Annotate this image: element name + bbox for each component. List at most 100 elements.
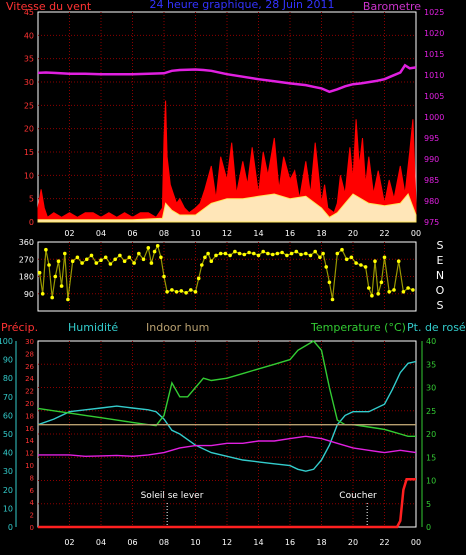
tick-label-dir: 360: [19, 238, 34, 247]
direction-point: [159, 255, 163, 260]
precip-label: Précip.: [1, 321, 38, 334]
direction-point: [275, 251, 280, 256]
direction-point: [401, 290, 406, 294]
indoor-hum-label: Indoor hum: [146, 321, 209, 334]
tick-label-wind: 30: [24, 78, 34, 87]
tick-label-wind: 5: [29, 195, 34, 204]
tick-label-temp: 25: [426, 407, 436, 416]
direction-point: [330, 297, 335, 302]
tick-label-precip: 30: [25, 338, 34, 346]
direction-point: [411, 288, 415, 292]
direction-point: [137, 251, 141, 256]
tick-label-hour: 00: [411, 229, 421, 238]
direction-point: [359, 263, 363, 267]
tick-label-humidity: 40: [3, 449, 13, 458]
tick-label-precip: 14: [25, 437, 34, 445]
tick-label-hour: 10: [190, 538, 200, 547]
tick-label-humidity: 100: [0, 337, 13, 346]
direction-point: [299, 252, 303, 257]
direction-point: [44, 247, 48, 252]
direction-point: [367, 286, 371, 290]
tick-label-temp: 20: [426, 430, 436, 439]
direction-point: [152, 249, 157, 254]
dew-point-label: Pt. de rosée: [407, 321, 466, 334]
tick-label-baro: 1010: [424, 71, 444, 80]
direction-point: [149, 261, 154, 265]
direction-point: [141, 257, 146, 262]
direction-point: [122, 259, 127, 264]
tick-label-precip: 6: [30, 487, 35, 495]
tick-label-humidity: 50: [3, 430, 13, 439]
direction-point: [289, 251, 294, 256]
dew-point-line: [38, 435, 417, 458]
tick-label-baro: 1025: [424, 8, 444, 17]
direction-point: [89, 253, 94, 258]
direction-point: [108, 262, 113, 266]
tick-label-precip: 12: [25, 450, 34, 458]
tick-label-dir: 90: [24, 290, 34, 299]
direction-point: [335, 251, 340, 256]
tick-label-baro: 1005: [424, 92, 444, 101]
tick-label-precip: 18: [25, 412, 34, 420]
tick-label-hour: 12: [222, 229, 232, 238]
direction-point: [94, 261, 99, 265]
direction-point: [209, 259, 214, 264]
tick-label-wind: 45: [24, 8, 34, 17]
tick-label-wind: 20: [24, 125, 34, 134]
direction-point: [85, 257, 89, 262]
tick-label-precip: 20: [25, 400, 34, 408]
tick-label-hour: 20: [348, 538, 358, 547]
tick-label-hour: 14: [253, 538, 263, 547]
direction-point: [223, 251, 228, 256]
direction-point: [214, 253, 218, 258]
pressure-line: [37, 63, 417, 94]
tick-label-hour: 22: [379, 229, 389, 238]
tick-label-precip: 24: [25, 375, 34, 383]
tick-label-precip: 28: [25, 350, 34, 358]
direction-point: [327, 280, 332, 285]
direction-point: [206, 251, 210, 256]
tick-label-temp: 30: [426, 384, 436, 393]
direction-point: [196, 276, 201, 281]
direction-point: [396, 259, 401, 264]
direction-point: [324, 265, 329, 269]
direction-point: [99, 258, 103, 263]
direction-point: [165, 290, 169, 294]
direction-point: [318, 255, 322, 260]
direction-point: [304, 251, 308, 256]
direction-point: [392, 288, 396, 292]
dir-letter-s2: S: [437, 299, 444, 312]
tick-label-hour: 18: [316, 229, 326, 238]
direction-point: [47, 263, 51, 267]
tick-label-temp: 40: [426, 337, 436, 346]
direction-point: [233, 249, 237, 254]
direction-point: [376, 292, 381, 296]
tick-label-precip: 22: [25, 388, 34, 396]
chart-title: 24 heure graphique, 28 Juin 2011: [150, 0, 335, 11]
direction-point: [261, 249, 266, 254]
direction-point: [170, 288, 174, 292]
tick-label-hour: 08: [159, 229, 169, 238]
tick-label-hour: 10: [190, 229, 200, 238]
direction-point: [218, 251, 223, 256]
dir-letter-n: N: [436, 269, 444, 282]
direction-point: [80, 261, 84, 265]
tick-label-hour: 00: [411, 538, 421, 547]
tick-label-hour: 02: [64, 229, 74, 238]
tick-label-humidity: 90: [3, 356, 13, 365]
direction-point: [53, 274, 58, 279]
tick-label-wind: 25: [24, 101, 34, 110]
tick-label-precip: 26: [25, 363, 34, 371]
direction-point: [70, 259, 75, 264]
direction-point: [56, 259, 61, 264]
humidity-line: [37, 360, 417, 472]
direction-point: [113, 257, 117, 262]
tick-label-hour: 16: [285, 229, 295, 238]
direction-point: [280, 250, 284, 255]
tick-label-precip: 10: [25, 462, 34, 470]
direction-point: [344, 257, 349, 262]
tick-label-precip: 0: [30, 524, 34, 532]
dir-letter-o: O: [436, 284, 445, 297]
tick-label-hour: 20: [348, 229, 358, 238]
